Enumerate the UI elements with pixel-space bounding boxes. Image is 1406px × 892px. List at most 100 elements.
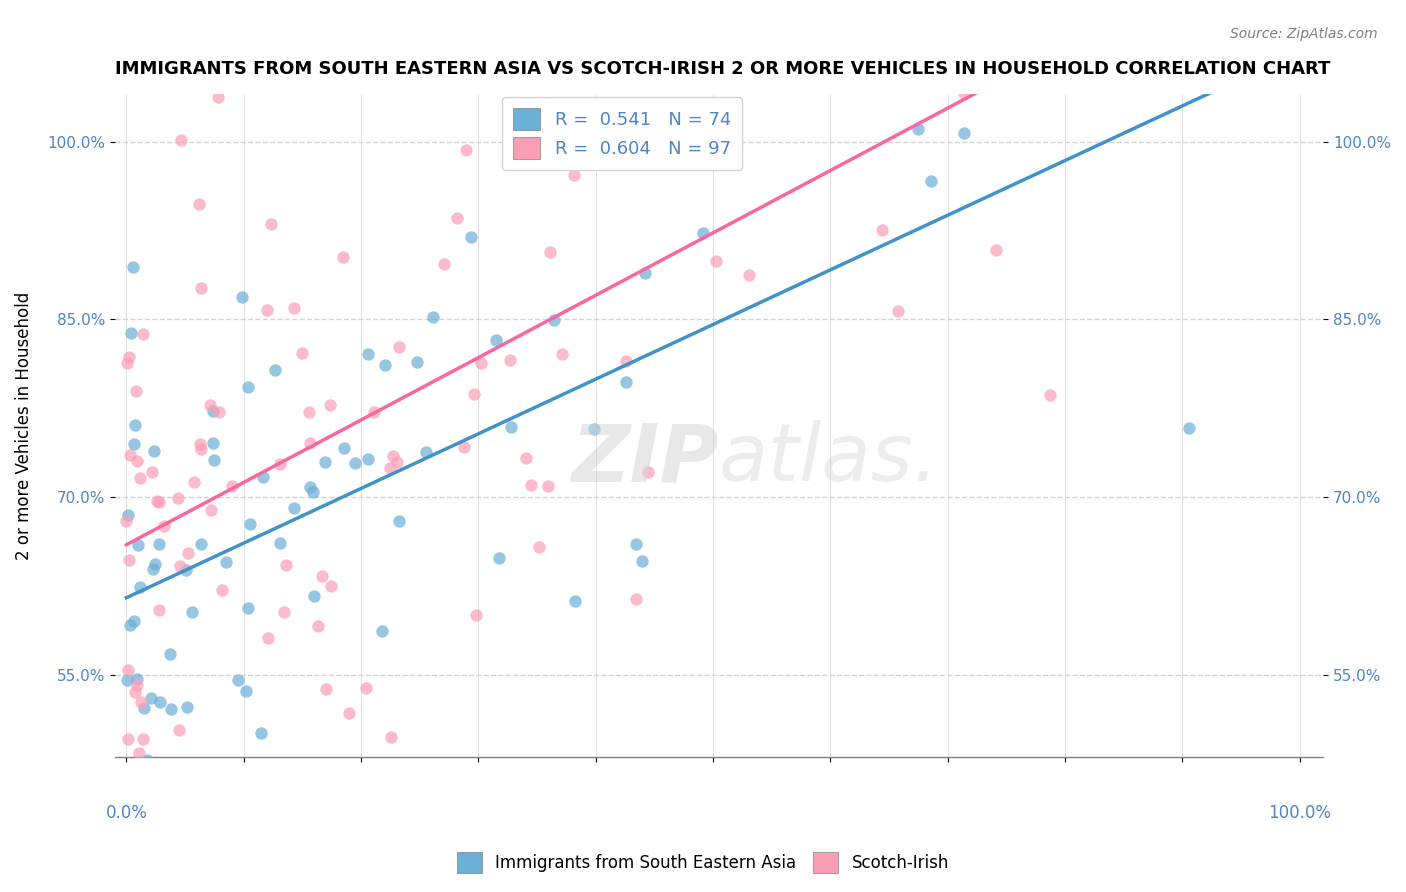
Point (692, 226, 714, 240)
Point (1178, 421, 1201, 435)
Point (406, 355, 429, 369)
Point (870, 223, 893, 237)
Point (315, 681, 337, 696)
Point (610, 46, 633, 61)
Point (273, 605, 295, 619)
Point (662, 133, 685, 147)
Point (887, 304, 910, 318)
Point (190, 537, 212, 551)
Point (115, 514, 138, 528)
Point (302, 590, 325, 604)
Point (274, 558, 297, 572)
Point (463, 387, 485, 401)
Point (269, 535, 291, 549)
Point (190, 281, 212, 295)
Point (920, 174, 942, 188)
Point (356, 451, 378, 466)
Point (118, 448, 141, 462)
Point (125, 453, 148, 467)
Point (117, 663, 139, 677)
Point (333, 442, 356, 456)
Point (148, 603, 170, 617)
Point (380, 730, 402, 744)
Point (115, 356, 138, 370)
Text: IMMIGRANTS FROM SOUTH EASTERN ASIA VS SCOTCH-IRISH 2 OR MORE VEHICLES IN HOUSEHO: IMMIGRANTS FROM SOUTH EASTERN ASIA VS SC… (115, 60, 1330, 78)
Point (142, 562, 165, 576)
Point (357, 347, 380, 361)
Point (135, 753, 157, 767)
Point (319, 579, 342, 593)
Point (952, 126, 974, 140)
Point (211, 582, 233, 597)
Point (215, 556, 238, 570)
Point (446, 211, 468, 226)
Point (283, 500, 305, 515)
Point (166, 491, 188, 506)
Point (343, 456, 366, 470)
Point (690, 115, 713, 129)
Point (515, 451, 537, 466)
Point (499, 353, 522, 368)
Point (344, 791, 367, 805)
Point (606, 124, 628, 138)
Point (122, 437, 145, 451)
Point (488, 550, 510, 565)
Point (453, 440, 475, 454)
Point (170, 133, 193, 147)
Point (125, 672, 148, 686)
Point (118, 350, 141, 364)
Point (231, 290, 253, 304)
Point (125, 677, 148, 691)
Point (200, 503, 222, 517)
Point (235, 684, 257, 698)
Point (585, 12, 607, 27)
Point (236, 380, 259, 394)
Point (564, 594, 586, 608)
Point (174, 564, 197, 578)
Point (148, 494, 170, 508)
Point (201, 435, 224, 450)
Point (169, 723, 191, 738)
Point (183, 475, 205, 489)
Point (180, 605, 202, 619)
Point (176, 700, 198, 714)
Point (188, 437, 211, 451)
Point (141, 690, 163, 705)
Point (207, 405, 229, 419)
Point (527, 540, 550, 554)
Text: ZIP: ZIP (572, 420, 718, 498)
Legend: R =  0.541   N = 74, R =  0.604   N = 97: R = 0.541 N = 74, R = 0.604 N = 97 (502, 97, 742, 169)
Point (129, 695, 152, 709)
Text: Source: ZipAtlas.com: Source: ZipAtlas.com (1230, 27, 1378, 41)
Point (141, 465, 163, 479)
Point (120, 326, 142, 341)
Point (263, 363, 285, 377)
Point (464, 607, 486, 622)
Point (177, 546, 200, 560)
Text: 100.0%: 100.0% (1268, 804, 1331, 822)
Point (143, 444, 166, 458)
Point (190, 442, 212, 456)
Point (257, 631, 280, 645)
Point (202, 453, 225, 467)
Point (238, 600, 260, 615)
Point (115, 673, 138, 687)
Point (633, 266, 655, 280)
Point (953, 86, 976, 100)
Point (160, 701, 183, 715)
Text: atlas.: atlas. (718, 420, 939, 498)
Point (614, 375, 637, 389)
Point (666, 66, 689, 80)
Point (207, 90, 229, 104)
Point (637, 466, 659, 480)
Point (149, 695, 172, 709)
Point (454, 143, 477, 157)
Point (129, 471, 152, 485)
Point (551, 347, 574, 361)
Point (311, 569, 333, 583)
Point (298, 405, 321, 419)
Point (252, 470, 274, 484)
Point (200, 398, 222, 412)
Point (153, 519, 176, 533)
Point (582, 422, 605, 436)
